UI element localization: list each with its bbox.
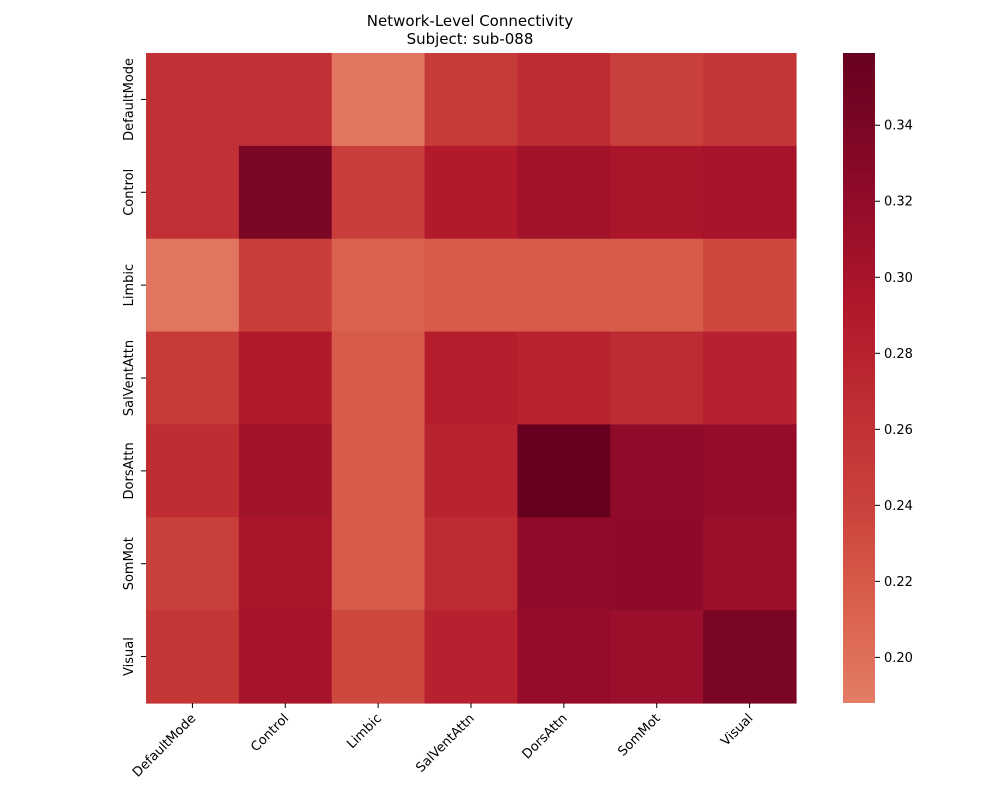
heatmap-cell-Visual-Limbic xyxy=(331,610,426,704)
chart-subtitle: Subject: sub-088 xyxy=(407,30,534,48)
x-tick-label: DorsAttn xyxy=(520,711,571,762)
heatmap-cell-Visual-SalVentAttn xyxy=(424,610,519,704)
heatmap-cell-SalVentAttn-DorsAttn xyxy=(517,331,611,426)
heatmap-cell-DorsAttn-SomMot xyxy=(610,424,704,518)
heatmap-cell-Limbic-SalVentAttn xyxy=(424,238,519,333)
heatmap-cell-Visual-DefaultMode xyxy=(146,610,240,704)
y-tick-label: SalVentAttn xyxy=(122,340,137,416)
colorbar-tick-label: 0.28 xyxy=(884,347,913,362)
colorbar-tick-label: 0.24 xyxy=(884,499,913,514)
heatmap-cell-DorsAttn-Control xyxy=(238,424,333,518)
y-tick-label: Visual xyxy=(122,637,137,676)
heatmap-cell-Control-DorsAttn xyxy=(517,145,611,240)
heatmap-cell-DefaultMode-DorsAttn xyxy=(517,53,611,147)
heatmap-cell-SomMot-DorsAttn xyxy=(517,517,611,611)
heatmap-cell-SalVentAttn-DefaultMode xyxy=(146,331,240,426)
heatmap-cell-DorsAttn-SalVentAttn xyxy=(424,424,519,518)
heatmap-cells xyxy=(146,53,797,704)
y-tick-label: Control xyxy=(122,169,137,216)
x-tick-label: Limbic xyxy=(344,711,385,752)
heatmap-cell-Limbic-DorsAttn xyxy=(517,238,611,333)
heatmap-cell-SalVentAttn-Limbic xyxy=(331,331,426,426)
x-tick-label: SalVentAttn xyxy=(413,711,477,775)
heatmap-cell-Limbic-DefaultMode xyxy=(146,238,240,333)
heatmap-cell-SalVentAttn-SalVentAttn xyxy=(424,331,519,426)
heatmap-cell-SomMot-SalVentAttn xyxy=(424,517,519,611)
heatmap-cell-Control-Limbic xyxy=(331,145,426,240)
x-tick-label: DefaultMode xyxy=(130,711,199,780)
heatmap-cell-SomMot-DefaultMode xyxy=(146,517,240,611)
heatmap-cell-DefaultMode-Visual xyxy=(703,53,797,147)
heatmap-cell-Control-SalVentAttn xyxy=(424,145,519,240)
heatmap-cell-Visual-DorsAttn xyxy=(517,610,611,704)
colorbar-tick-label: 0.30 xyxy=(884,271,913,286)
heatmap-cell-DefaultMode-SomMot xyxy=(610,53,704,147)
y-tick-label: DefaultMode xyxy=(122,58,137,141)
x-tick-label: Control xyxy=(248,711,292,755)
colorbar-tick-label: 0.26 xyxy=(884,423,913,438)
colorbar-tick-label: 0.22 xyxy=(884,575,913,590)
heatmap-cell-SomMot-Visual xyxy=(703,517,797,611)
heatmap-cell-Control-Visual xyxy=(703,145,797,240)
heatmap-cell-DorsAttn-DefaultMode xyxy=(146,424,240,518)
heatmap-cell-Control-SomMot xyxy=(610,145,704,240)
heatmap-cell-Limbic-SomMot xyxy=(610,238,704,333)
colorbar xyxy=(843,53,875,703)
colorbar-tick-label: 0.32 xyxy=(884,195,913,210)
colorbar-tick-label: 0.34 xyxy=(884,119,913,134)
heatmap-cell-SalVentAttn-SomMot xyxy=(610,331,704,426)
y-tick-label: DorsAttn xyxy=(122,442,137,499)
heatmap-cell-DefaultMode-SalVentAttn xyxy=(424,53,519,147)
x-tick-label: SomMot xyxy=(615,711,663,759)
x-axis-ticks: DefaultMode Control Limbic SalVentAttn DorsA… xyxy=(130,703,756,780)
heatmap-cell-SomMot-Limbic xyxy=(331,517,426,611)
colorbar-tick-label: 0.20 xyxy=(884,651,913,666)
heatmap-cell-SomMot-Control xyxy=(238,517,333,611)
heatmap-cell-DefaultMode-Limbic xyxy=(331,53,426,147)
heatmap-cell-Limbic-Visual xyxy=(703,238,797,333)
heatmap-cell-Visual-Control xyxy=(238,610,333,704)
heatmap-cell-SalVentAttn-Visual xyxy=(703,331,797,426)
heatmap-cell-Limbic-Control xyxy=(238,238,333,333)
heatmap-cell-SomMot-SomMot xyxy=(610,517,704,611)
y-axis-ticks: DefaultMode Control Limbic SalVentAttn DorsA… xyxy=(122,58,146,676)
heatmap-cell-DorsAttn-Visual xyxy=(703,424,797,518)
heatmap-cell-DorsAttn-DorsAttn xyxy=(517,424,611,518)
heatmap-cell-DefaultMode-DefaultMode xyxy=(146,53,240,147)
y-tick-label: SomMot xyxy=(122,537,137,590)
heatmap-cell-Visual-Visual xyxy=(703,610,797,704)
x-tick-label: Visual xyxy=(718,711,756,749)
heatmap-cell-DefaultMode-Control xyxy=(238,53,333,147)
heatmap-cell-Control-Control xyxy=(238,145,333,240)
heatmap-cell-SalVentAttn-Control xyxy=(238,331,333,426)
heatmap-cell-Limbic-Limbic xyxy=(331,238,426,333)
colorbar-ticks: 0.20 0.22 0.24 0.26 0.28 0.30 0.32 0.34 xyxy=(875,119,913,666)
heatmap-cell-Visual-SomMot xyxy=(610,610,704,704)
y-tick-label: Limbic xyxy=(122,264,137,307)
heatmap-cell-DorsAttn-Limbic xyxy=(331,424,426,518)
heatmap-cell-Control-DefaultMode xyxy=(146,145,240,240)
chart-title: Network-Level Connectivity xyxy=(367,12,574,30)
